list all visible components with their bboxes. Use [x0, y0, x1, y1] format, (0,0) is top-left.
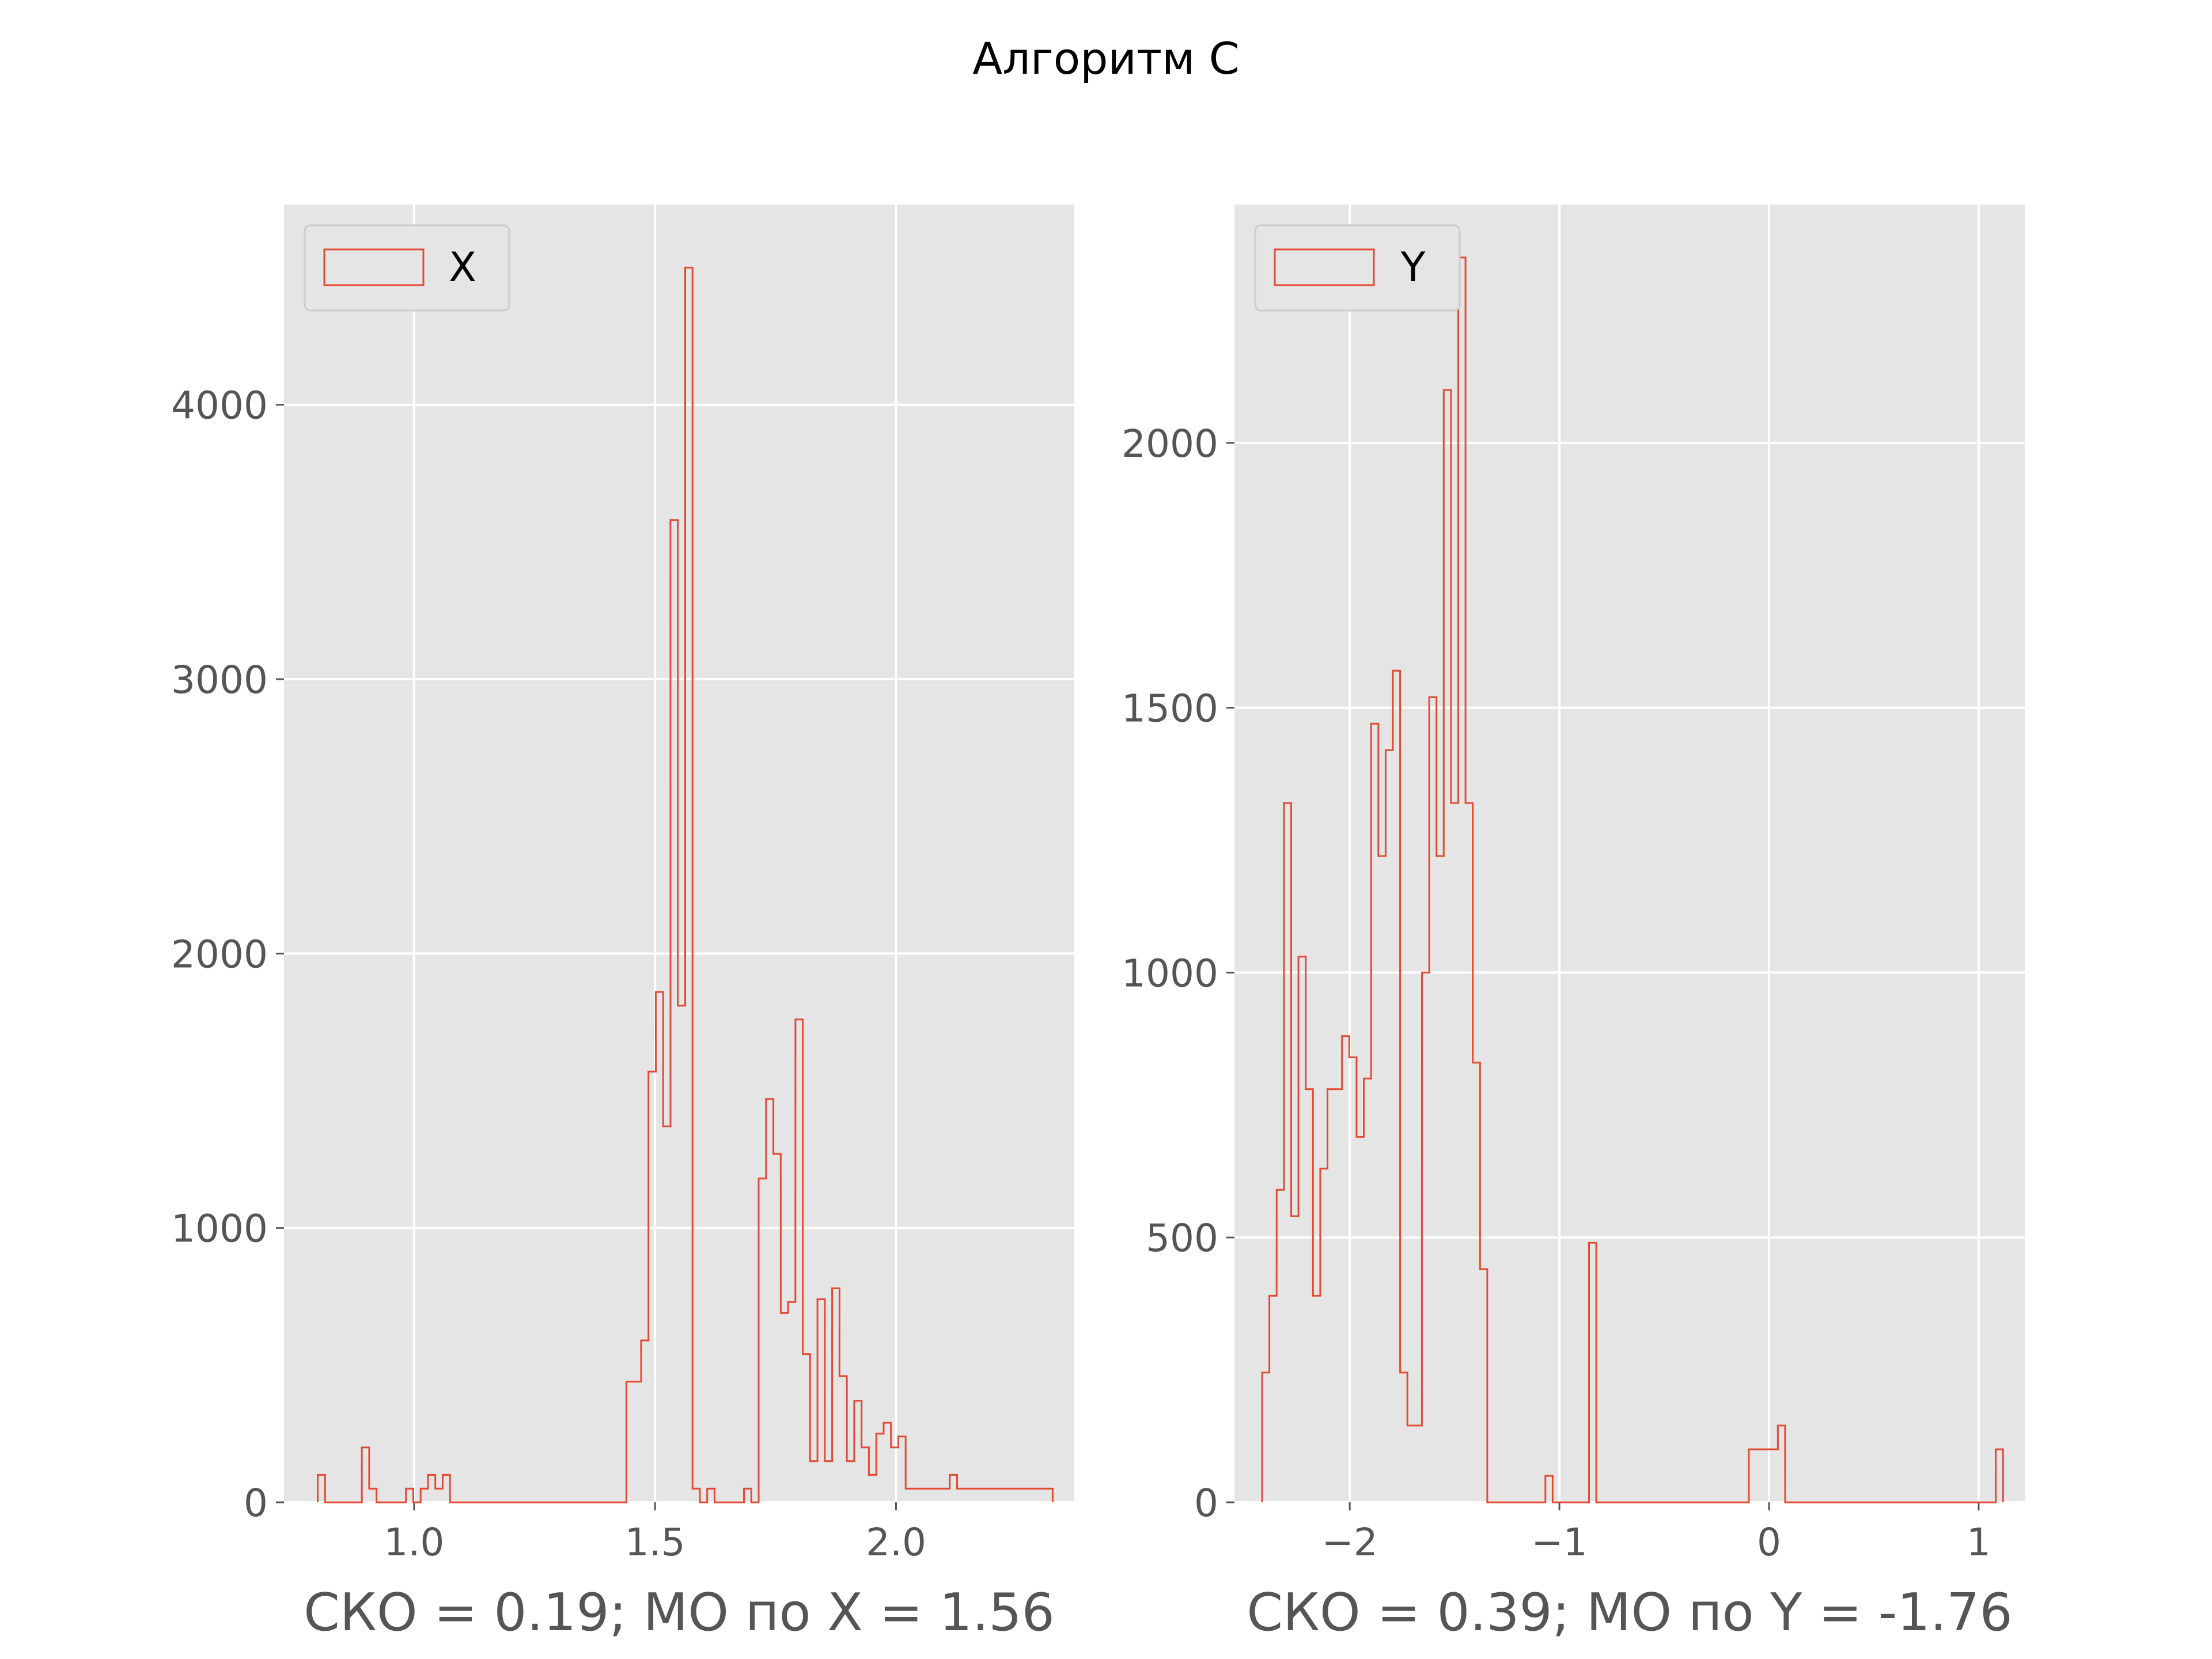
histogram-step-y [1261, 256, 2004, 1503]
y-tick-label: 0 [1194, 1481, 1218, 1525]
legend-swatch [323, 248, 425, 286]
legend-label: Y [1400, 244, 1426, 291]
x-tick-label: −1 [1531, 1520, 1587, 1565]
x-tick-label: 1.5 [625, 1520, 685, 1565]
x-tick-label: 1.0 [384, 1520, 444, 1565]
y-tick-label: 1500 [1122, 687, 1218, 731]
y-tick-label: 0 [244, 1481, 268, 1525]
y-tick-label: 4000 [171, 384, 268, 428]
figure-title: Алгоритм C [972, 33, 1239, 84]
x-tick-label: −2 [1322, 1520, 1378, 1565]
y-tick-label: 500 [1146, 1216, 1218, 1260]
legend-box [1254, 224, 1461, 312]
legend-swatch [1274, 248, 1375, 286]
x-tick-label: 2.0 [866, 1520, 926, 1565]
legend-label: X [449, 244, 476, 291]
histogram-x-axes: 1.0 1.5 2.0 0 1000 2000 3000 4000 СКО = 0.19; МО… [171, 204, 1074, 1643]
x-tick-label: 1 [1967, 1520, 1991, 1565]
x-tick-label: 0 [1757, 1520, 1781, 1565]
legend-box [304, 224, 510, 312]
y-tick-label: 1000 [171, 1207, 268, 1251]
x-axis-label: СКО = 0.19; МО по X = 1.56 [304, 1582, 1055, 1643]
y-tick-label: 2000 [1122, 422, 1218, 466]
plot-area [284, 204, 1074, 1502]
histogram-y-axes: −2 −1 0 1 0 500 1000 1500 2000 СКО = 0.39; МО по … [1122, 204, 2025, 1643]
legend: X [304, 224, 510, 312]
y-tick-label: 3000 [171, 658, 268, 702]
y-tick-label: 1000 [1122, 951, 1218, 995]
histogram-step-x [317, 267, 1054, 1503]
x-axis-label: СКО = 0.39; МО по Y = -1.76 [1247, 1582, 2013, 1643]
plot-area [1234, 204, 2025, 1502]
y-tick-label: 2000 [171, 932, 268, 976]
legend: Y [1254, 224, 1461, 312]
